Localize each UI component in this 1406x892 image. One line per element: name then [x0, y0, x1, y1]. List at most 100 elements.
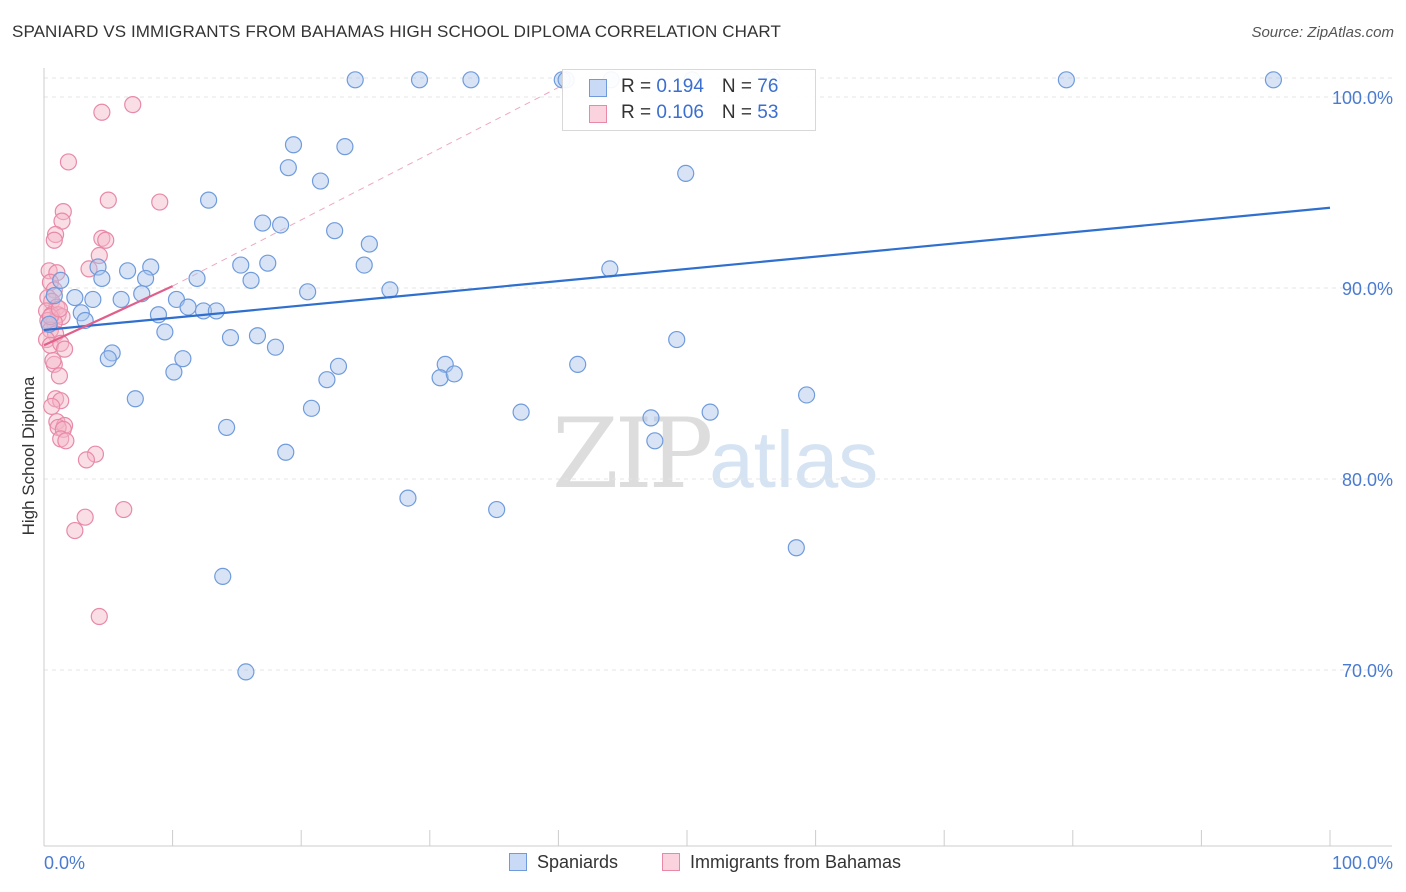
- point-bahamas: [55, 340, 74, 358]
- point-spaniards: [259, 254, 277, 272]
- point-spaniards: [399, 489, 417, 507]
- point-bahamas: [57, 432, 75, 450]
- point-bahamas: [93, 103, 111, 121]
- point-bahamas: [151, 193, 169, 211]
- point-spaniards: [601, 260, 619, 278]
- trend-line-bahamas: [43, 285, 174, 347]
- point-bahamas: [52, 392, 70, 410]
- bottom-legend-spaniards: Spaniards: [509, 852, 618, 873]
- point-spaniards: [787, 539, 805, 557]
- bottom-legend-label-spaniards: Spaniards: [537, 852, 619, 872]
- point-spaniards: [318, 371, 336, 389]
- point-bahamas: [43, 397, 61, 416]
- legend-swatch-pink: [589, 105, 607, 123]
- trend-line-spaniards: [43, 206, 1331, 332]
- legend-n-value: 53: [757, 102, 779, 123]
- point-spaniards: [221, 329, 240, 347]
- point-spaniards: [174, 350, 192, 368]
- point-spaniards: [488, 500, 506, 519]
- y-tick-label: 90.0%: [1342, 279, 1393, 299]
- point-bahamas: [45, 231, 63, 249]
- point-spaniards: [1057, 71, 1075, 89]
- point-spaniards: [118, 262, 137, 280]
- point-bahamas: [86, 445, 105, 463]
- point-spaniards: [336, 138, 354, 156]
- point-spaniards: [52, 271, 70, 289]
- point-spaniards: [277, 443, 295, 461]
- point-spaniards: [214, 567, 232, 586]
- legend-r-value: 0.194: [656, 76, 704, 97]
- point-spaniards: [1264, 71, 1283, 89]
- bottom-legend-swatch-pink: [662, 853, 680, 871]
- point-spaniards: [248, 327, 267, 345]
- point-spaniards: [66, 288, 84, 307]
- point-spaniards: [136, 269, 155, 288]
- point-bahamas: [97, 231, 115, 249]
- point-spaniards: [410, 71, 429, 89]
- point-spaniards: [431, 369, 449, 387]
- point-spaniards: [242, 271, 260, 289]
- bottom-legend-label-bahamas: Immigrants from Bahamas: [690, 852, 902, 872]
- point-spaniards: [266, 338, 285, 356]
- chart-title: SPANIARD VS IMMIGRANTS FROM BAHAMAS HIGH…: [12, 22, 781, 41]
- point-spaniards: [677, 164, 695, 182]
- point-spaniards: [642, 409, 660, 427]
- bottom-legend-bahamas: Immigrants from Bahamas: [662, 852, 901, 873]
- y-axis-title: High School Diploma: [19, 376, 38, 535]
- point-spaniards: [360, 235, 378, 253]
- point-spaniards: [188, 269, 206, 288]
- y-tick-label: 100.0%: [1332, 88, 1393, 108]
- point-spaniards: [311, 172, 330, 190]
- point-spaniards: [445, 365, 463, 383]
- legend-swatch-blue: [589, 79, 607, 97]
- point-spaniards: [237, 663, 255, 681]
- point-spaniards: [279, 159, 297, 177]
- legend-n-label: N =: [721, 76, 758, 97]
- trend-line-bahamas-extension: [172, 87, 559, 287]
- bottom-legend-swatch-blue: [509, 853, 527, 871]
- point-spaniards: [299, 283, 317, 301]
- point-bahamas: [90, 607, 108, 626]
- point-spaniards: [45, 287, 63, 305]
- watermark-atlas: atlas: [709, 415, 879, 504]
- point-bahamas: [115, 500, 133, 519]
- point-bahamas: [99, 191, 117, 209]
- point-spaniards: [346, 71, 364, 89]
- point-spaniards: [93, 269, 111, 288]
- watermark-zip: ZIP: [552, 398, 713, 510]
- legend-n-value: 76: [757, 76, 779, 97]
- y-tick-label: 70.0%: [1342, 661, 1393, 681]
- x-tick-label: 100.0%: [1332, 853, 1393, 873]
- point-spaniards: [112, 290, 130, 309]
- legend-r-label: R =: [621, 102, 657, 123]
- point-spaniards: [207, 302, 225, 320]
- point-spaniards: [668, 330, 686, 349]
- point-spaniards: [462, 71, 480, 89]
- point-spaniards: [99, 350, 117, 368]
- chart-source: Source: ZipAtlas.com: [1251, 24, 1394, 41]
- point-bahamas: [124, 96, 142, 114]
- point-spaniards: [355, 256, 373, 274]
- point-bahamas: [76, 508, 94, 526]
- y-tick-label: 80.0%: [1342, 470, 1393, 490]
- legend-r-label: R =: [621, 76, 657, 97]
- point-spaniards: [284, 136, 303, 154]
- point-spaniards: [218, 418, 236, 437]
- point-spaniards: [272, 216, 290, 234]
- point-spaniards: [512, 403, 530, 421]
- point-bahamas: [66, 521, 84, 540]
- x-tick-label: 0.0%: [44, 853, 85, 873]
- legend-r-value: 0.106: [656, 102, 704, 123]
- point-spaniards: [797, 386, 816, 404]
- point-spaniards: [179, 298, 197, 316]
- point-spaniards: [701, 403, 719, 421]
- point-bahamas: [77, 451, 96, 469]
- point-spaniards: [165, 363, 183, 381]
- point-spaniards: [126, 390, 144, 408]
- point-spaniards: [232, 256, 250, 274]
- watermark: ZIPatlas: [552, 398, 878, 510]
- point-spaniards: [326, 222, 344, 240]
- point-spaniards: [84, 290, 102, 309]
- stats-legend: R = 0.194 N = 76 R = 0.106 N = 53: [562, 69, 816, 131]
